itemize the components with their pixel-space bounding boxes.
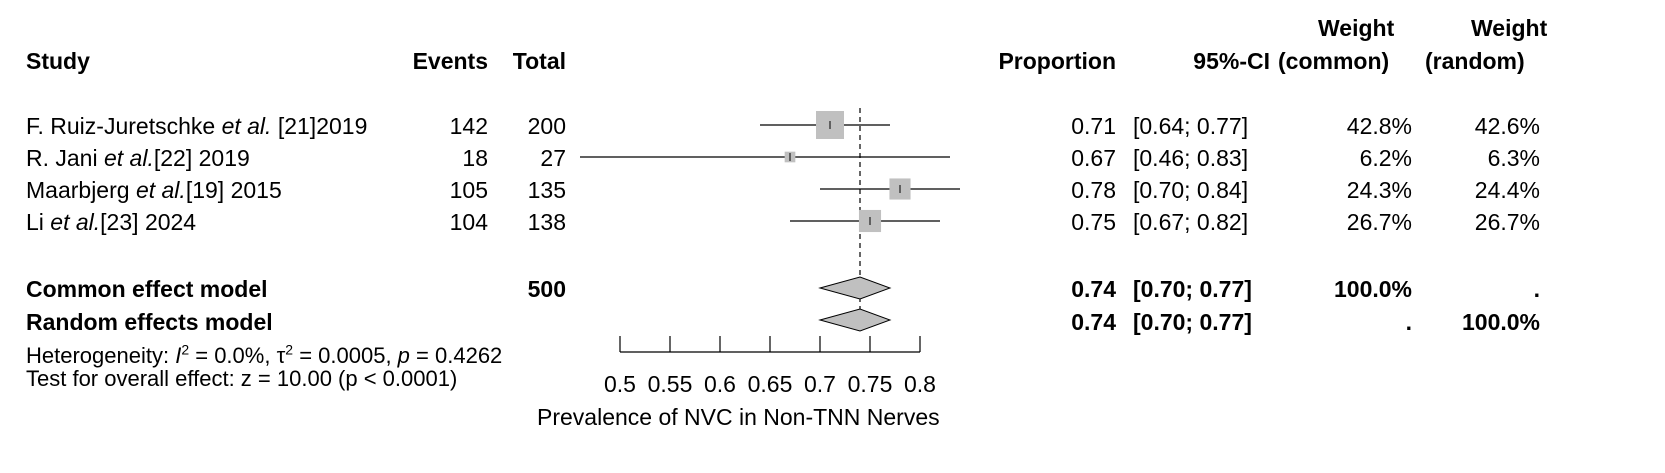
study-label: Maarbjerg et al.[19] 2015: [26, 179, 282, 202]
pooled-diamond: [818, 276, 892, 300]
header-weight-common-1: Weight: [1318, 15, 1395, 41]
study-ci: [0.64; 0.77]: [1133, 113, 1249, 139]
x-tick-label: 0.6: [704, 371, 736, 397]
study-ci: [0.46; 0.83]: [1133, 145, 1249, 171]
study-label: R. Jani et al.[22] 2019: [26, 147, 250, 170]
study-proportion: 0.67: [1071, 145, 1116, 171]
study-year: 2024: [144, 209, 197, 235]
header-ci: 95%-CI: [1193, 48, 1270, 74]
p-value: = 0.4262: [409, 343, 503, 368]
study-total: 200: [527, 113, 566, 139]
study-label: Li et al.[23] 2024: [26, 211, 196, 234]
study-events: 104: [449, 209, 488, 235]
tau-symbol: τ: [276, 343, 286, 368]
x-tick-label: 0.65: [748, 371, 793, 397]
i-sup: 2: [181, 341, 190, 358]
study-author: Li: [26, 209, 44, 235]
study-events: 105: [449, 177, 488, 203]
study-weight-random: 6.3%: [1487, 145, 1540, 171]
study-label: F. Ruiz-Juretschke et al. [21]2019: [26, 115, 367, 138]
study-weight-random: 26.7%: [1474, 209, 1540, 235]
study-weight-random: 24.4%: [1474, 177, 1540, 203]
study-etal: et al.: [50, 209, 101, 235]
study-total: 138: [527, 209, 566, 235]
pooled-total: 500: [527, 276, 566, 302]
pooled-weight-random: .: [1533, 276, 1540, 302]
tau-sup: 2: [285, 341, 294, 358]
header-proportion: Proportion: [998, 48, 1116, 74]
study-total: 135: [527, 177, 566, 203]
x-tick-label: 0.7: [804, 371, 836, 397]
pooled-label: Common effect model: [26, 276, 268, 302]
pooled-proportion: 0.74: [1071, 276, 1116, 302]
pooled-weight-common: 100.0%: [1333, 276, 1412, 302]
study-weight-common: 24.3%: [1346, 177, 1412, 203]
header-events: Events: [412, 48, 488, 74]
study-weight-common: 26.7%: [1346, 209, 1412, 235]
header-weight-random-2: (random): [1425, 48, 1525, 74]
overall-effect-test: Test for overall effect: z = 10.00 (p < …: [26, 366, 458, 391]
x-tick-label: 0.5: [604, 371, 636, 397]
pooled-diamond: [818, 308, 892, 332]
study-proportion: 0.78: [1071, 177, 1116, 203]
study-total: 27: [540, 145, 566, 171]
header-total: Total: [512, 48, 566, 74]
pooled-proportion: 0.74: [1071, 309, 1116, 335]
study-proportion: 0.75: [1071, 209, 1116, 235]
study-events: 142: [449, 113, 488, 139]
pooled-weight-random: 100.0%: [1461, 309, 1540, 335]
study-ref: [22]: [153, 145, 193, 171]
study-year: 2019: [316, 113, 368, 139]
i-symbol: I: [175, 343, 182, 368]
study-author: F. Ruiz-Juretschke: [26, 113, 216, 139]
study-ref: [19]: [185, 177, 225, 203]
header-weight-common-2: (common): [1278, 48, 1390, 74]
study-events: 18: [462, 145, 488, 171]
heterogeneity-prefix: Heterogeneity:: [26, 343, 176, 368]
study-etal: et al.: [103, 145, 154, 171]
study-author: Maarbjerg: [26, 177, 130, 203]
x-tick-label: 0.75: [848, 371, 893, 397]
study-ci: [0.67; 0.82]: [1133, 209, 1249, 235]
study-etal: et al.: [135, 177, 186, 203]
header-weight-random-1: Weight: [1471, 15, 1548, 41]
study-etal: et al.: [221, 113, 272, 139]
x-tick-label: 0.8: [904, 371, 936, 397]
study-proportion: 0.71: [1071, 113, 1116, 139]
study-ref: [23]: [100, 209, 139, 235]
header-study: Study: [26, 48, 90, 74]
pooled-ci: [0.70; 0.77]: [1133, 276, 1252, 302]
pooled-label: Random effects model: [26, 309, 273, 335]
pooled-ci: [0.70; 0.77]: [1133, 309, 1252, 335]
p-symbol: p: [397, 343, 410, 368]
pooled-weight-common: .: [1405, 309, 1412, 335]
study-year: 2015: [230, 177, 282, 203]
study-ci: [0.70; 0.84]: [1133, 177, 1249, 203]
tau-value: = 0.0005,: [293, 343, 398, 368]
x-axis-label: Prevalence of NVC in Non-TNN Nerves: [537, 404, 940, 430]
i-value: = 0.0%,: [189, 343, 277, 368]
heterogeneity-text: Heterogeneity: I2 = 0.0%, τ2 = 0.0005, p…: [26, 341, 503, 368]
study-ref: [21]: [277, 113, 317, 139]
x-tick-label: 0.55: [648, 371, 693, 397]
study-weight-common: 6.2%: [1359, 145, 1412, 171]
study-weight-random: 42.6%: [1474, 113, 1540, 139]
study-author: R. Jani: [26, 145, 98, 171]
study-year: 2019: [198, 145, 250, 171]
study-weight-common: 42.8%: [1346, 113, 1412, 139]
